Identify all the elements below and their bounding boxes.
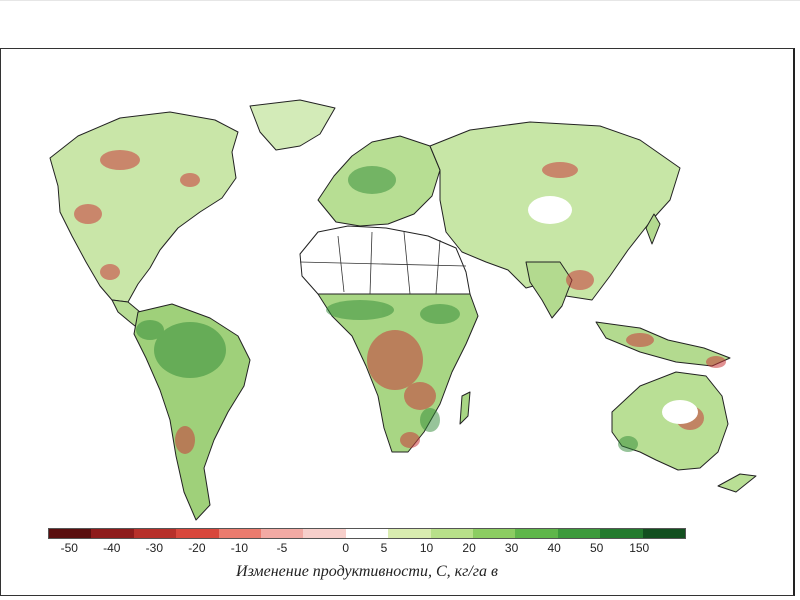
legend-caption: Изменение продуктивности, С, кг/га в xyxy=(236,563,498,580)
india xyxy=(525,261,573,319)
legend-swatch xyxy=(642,529,686,538)
japan xyxy=(645,213,661,245)
legend-swatch xyxy=(261,529,304,538)
productivity-gain-areas xyxy=(136,166,638,452)
legend-swatch xyxy=(218,529,262,538)
sahara xyxy=(299,225,471,295)
productivity-loss-areas xyxy=(74,150,726,454)
greenland xyxy=(249,99,336,151)
legend-tick-label: 20 xyxy=(462,541,476,555)
legend-tick-label: 50 xyxy=(589,541,604,555)
legend: -50 -40 -30 -20 -10 -5 0 5 10 20 30 40 50 150 xyxy=(48,528,686,557)
legend-swatch xyxy=(133,529,177,538)
legend-tick-label: -5 xyxy=(276,541,288,555)
legend-swatch xyxy=(430,529,474,538)
legend-swatch xyxy=(473,529,516,538)
legend-tick-label: -40 xyxy=(103,541,121,555)
legend-swatch xyxy=(388,529,431,538)
legend-swatch xyxy=(49,529,92,538)
legend-tick-label: -50 xyxy=(60,541,78,555)
legend-tick-label: -20 xyxy=(188,541,206,555)
legend-swatch xyxy=(600,529,643,538)
madagascar xyxy=(459,391,471,425)
legend-tick-label: 0 xyxy=(342,541,350,555)
legend-swatch xyxy=(345,529,389,538)
legend-tick-label: 40 xyxy=(547,541,561,555)
legend-swatch xyxy=(91,529,134,538)
legend-tick-label: 150 xyxy=(629,541,650,555)
top-separator xyxy=(0,0,800,1)
legend-tick-label: -30 xyxy=(145,541,163,555)
legend-ticks: -50 -40 -30 -20 -10 -5 0 5 10 20 30 40 50 150 xyxy=(48,541,686,557)
north-america xyxy=(49,111,239,303)
legend-swatch xyxy=(515,529,558,538)
legend-swatch xyxy=(176,529,219,538)
legend-color-bar xyxy=(48,528,686,539)
legend-tick-label: 30 xyxy=(504,541,519,555)
legend-tick-label: -10 xyxy=(230,541,249,555)
new-zealand xyxy=(717,473,757,493)
legend-swatch xyxy=(557,529,601,538)
legend-swatch xyxy=(303,529,346,538)
legend-tick-label: 10 xyxy=(419,541,434,555)
legend-tick-label: 5 xyxy=(380,541,388,555)
no-data-areas xyxy=(528,196,698,424)
